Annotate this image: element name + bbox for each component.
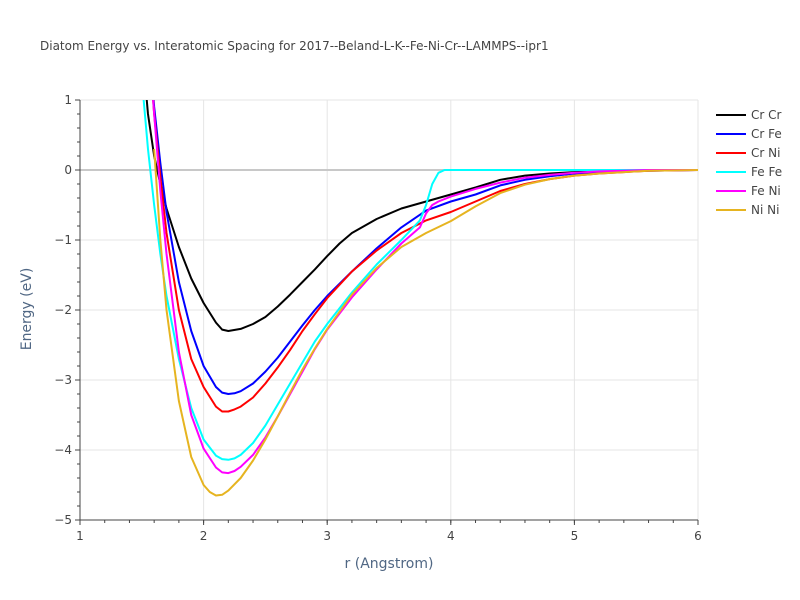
legend-label: Cr Ni xyxy=(751,146,780,160)
x-tick-label: 4 xyxy=(447,529,455,543)
legend-label: Fe Fe xyxy=(751,165,782,179)
legend-item-fe-fe[interactable]: Fe Fe xyxy=(716,165,782,179)
x-tick-label: 2 xyxy=(200,529,208,543)
x-tick-labels: 1 2 3 4 5 6 xyxy=(76,529,702,543)
x-tick-label: 1 xyxy=(76,529,84,543)
legend-label: Fe Ni xyxy=(751,184,781,198)
series-line-cr-fe xyxy=(152,100,698,395)
series-line-ni-ni xyxy=(153,148,698,497)
y-tick-label: −5 xyxy=(54,513,72,527)
legend-item-cr-cr[interactable]: Cr Cr xyxy=(716,108,782,122)
legend-item-cr-fe[interactable]: Cr Fe xyxy=(716,127,782,141)
y-tick-labels: 1 0 −1 −2 −3 −4 −5 xyxy=(54,93,72,527)
y-tick-label: −1 xyxy=(54,233,72,247)
legend-item-cr-ni[interactable]: Cr Ni xyxy=(716,146,780,160)
x-tick-label: 5 xyxy=(571,529,579,543)
legend-label: Cr Fe xyxy=(751,127,782,141)
plot-lines xyxy=(142,100,698,497)
axes xyxy=(75,99,699,525)
legend-item-ni-ni[interactable]: Ni Ni xyxy=(716,203,779,217)
y-tick-label: −2 xyxy=(54,303,72,317)
x-tick-label: 6 xyxy=(694,529,702,543)
y-tick-label: 1 xyxy=(64,93,72,107)
legend-item-fe-ni[interactable]: Fe Ni xyxy=(716,184,781,198)
y-tick-label: 0 xyxy=(64,163,72,177)
series-line-fe-fe xyxy=(142,100,698,461)
x-axis-title: r (Angstrom) xyxy=(345,556,434,572)
series-line-cr-cr xyxy=(145,100,698,332)
x-tick-label: 3 xyxy=(323,529,331,543)
legend: Cr Cr Cr Fe Cr Ni Fe Fe Fe Ni Ni Ni xyxy=(716,108,782,217)
y-axis-title: Energy (eV) xyxy=(19,268,35,351)
chart-title: Diatom Energy vs. Interatomic Spacing fo… xyxy=(40,39,549,53)
y-tick-label: −4 xyxy=(54,443,72,457)
y-tick-label: −3 xyxy=(54,373,72,387)
legend-label: Cr Cr xyxy=(751,108,782,122)
series-line-fe-ni xyxy=(152,100,698,475)
legend-label: Ni Ni xyxy=(751,203,779,217)
